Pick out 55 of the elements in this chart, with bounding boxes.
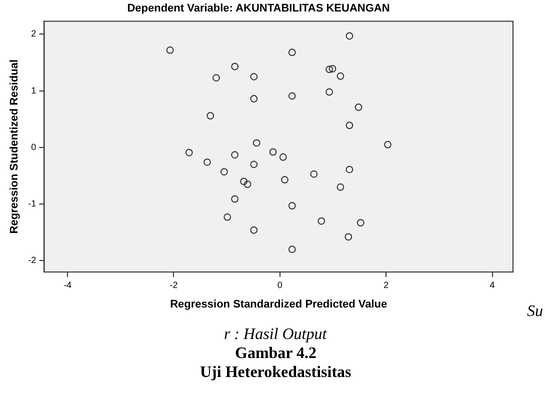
point bbox=[224, 213, 232, 221]
point bbox=[346, 166, 354, 174]
point bbox=[336, 72, 344, 80]
point bbox=[356, 219, 364, 226]
point bbox=[269, 148, 277, 156]
point bbox=[250, 72, 258, 80]
x-tick-label: 0 bbox=[277, 280, 282, 290]
point bbox=[250, 160, 258, 168]
point bbox=[250, 226, 258, 234]
point bbox=[240, 178, 248, 186]
point bbox=[244, 180, 252, 188]
point bbox=[288, 92, 296, 100]
point bbox=[250, 95, 258, 102]
point bbox=[384, 140, 392, 148]
x-axis-title: Regression Standardized Predicted Value bbox=[170, 298, 388, 310]
x-tick-label: -2 bbox=[170, 280, 178, 290]
chart-title: Dependent Variable: AKUNTABILITAS KEUANGAN bbox=[127, 2, 390, 15]
point bbox=[288, 48, 296, 56]
point bbox=[336, 183, 344, 191]
point bbox=[354, 104, 362, 111]
point bbox=[231, 195, 238, 203]
text: Uji Heterokedastisitas bbox=[200, 364, 352, 382]
y-tick-label: 1 bbox=[31, 85, 36, 96]
point bbox=[288, 246, 296, 254]
point bbox=[328, 65, 336, 72]
x-tick-label: 4 bbox=[490, 280, 495, 290]
point bbox=[318, 217, 326, 225]
y-tick-label: -1 bbox=[28, 198, 36, 209]
y-tick-label: 0 bbox=[31, 142, 36, 152]
y-tick-label: -2 bbox=[28, 255, 36, 266]
point bbox=[326, 88, 334, 96]
x-tick-label: -4 bbox=[64, 280, 72, 290]
point bbox=[212, 74, 220, 82]
x-tick-label: 2 bbox=[384, 280, 389, 290]
point bbox=[185, 148, 193, 156]
point bbox=[326, 66, 334, 74]
y-tick-label: 2 bbox=[31, 28, 36, 39]
text: r : Hasil Output bbox=[224, 326, 327, 344]
point bbox=[252, 139, 260, 147]
point bbox=[206, 112, 214, 120]
y-axis-title: Regression Studentized Residual bbox=[8, 60, 21, 234]
text: Su bbox=[527, 303, 543, 321]
point bbox=[346, 122, 354, 130]
point bbox=[310, 170, 318, 178]
text: Gambar 4.2 bbox=[235, 345, 316, 363]
point bbox=[220, 168, 228, 176]
point bbox=[281, 176, 288, 184]
point bbox=[288, 202, 296, 210]
point bbox=[231, 62, 238, 70]
point bbox=[279, 153, 287, 161]
point bbox=[344, 233, 352, 241]
point bbox=[231, 151, 238, 159]
point bbox=[203, 158, 211, 166]
point bbox=[346, 32, 354, 40]
point bbox=[166, 46, 174, 54]
